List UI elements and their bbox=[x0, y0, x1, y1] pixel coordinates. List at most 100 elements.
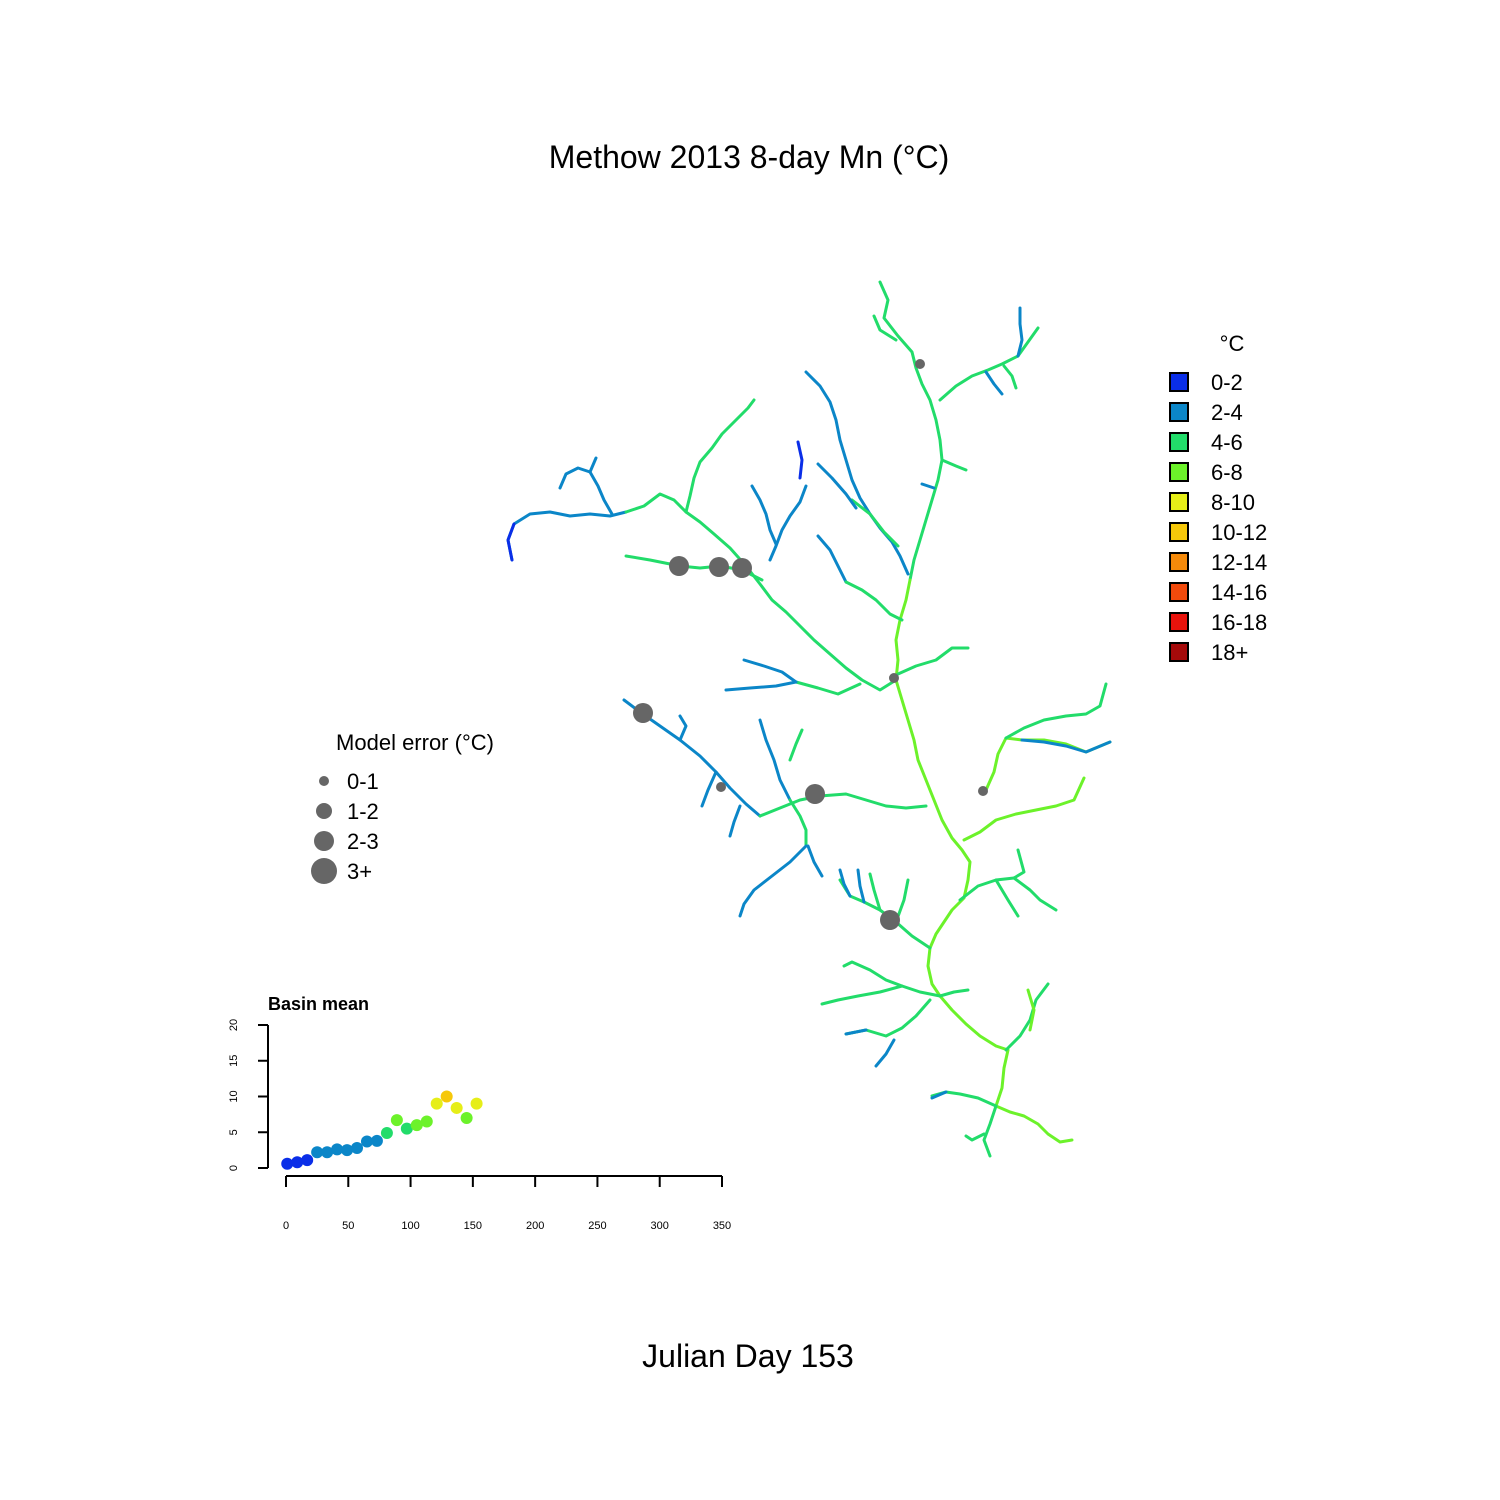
legend-label-8-10: 8-10 bbox=[1211, 490, 1255, 515]
legend-swatch-18+ bbox=[1169, 642, 1189, 662]
x-tick-label-200: 200 bbox=[526, 1220, 544, 1232]
y-tick-label-5: 5 bbox=[228, 1129, 240, 1135]
x-tick-label-100: 100 bbox=[401, 1220, 419, 1232]
trib-south-2 bbox=[982, 1104, 998, 1158]
basin-mean-point-9 bbox=[360, 1135, 373, 1148]
trib-nw-dark bbox=[796, 440, 804, 480]
basin-mean-point-19 bbox=[460, 1111, 473, 1124]
x-tick-label-300: 300 bbox=[651, 1220, 669, 1232]
error-legend-marker-2-3 bbox=[314, 831, 334, 851]
error-legend-marker-0-1 bbox=[319, 776, 329, 786]
trib-west-hook-2 bbox=[588, 470, 614, 516]
error-site-7 bbox=[716, 782, 726, 792]
trib-twisp-b5 bbox=[788, 798, 808, 848]
y-tick-label-10: 10 bbox=[228, 1090, 240, 1102]
trib-sw-4 bbox=[856, 868, 866, 904]
legend-label-2-4: 2-4 bbox=[1211, 400, 1243, 425]
legend-label-6-8: 6-8 bbox=[1211, 460, 1243, 485]
main-stem-upper bbox=[878, 280, 944, 582]
error-site-2 bbox=[669, 556, 689, 576]
trib-ne-side bbox=[1002, 364, 1018, 390]
trib-n-blue bbox=[920, 482, 936, 490]
basin-mean-point-10 bbox=[370, 1134, 383, 1147]
x-tick-label-250: 250 bbox=[588, 1220, 606, 1232]
trib-east-7 bbox=[1004, 982, 1050, 1052]
basin-mean-point-4 bbox=[311, 1146, 324, 1159]
basin-mean-point-11 bbox=[380, 1126, 393, 1139]
trib-sw-1-blue bbox=[838, 868, 852, 898]
trib-east-8 bbox=[1026, 988, 1036, 1032]
legend-label-12-14: 12-14 bbox=[1211, 550, 1267, 575]
basin-mean-point-5 bbox=[321, 1146, 334, 1159]
trib-twisp-b7 bbox=[788, 728, 804, 762]
trib-east-2 bbox=[1004, 682, 1108, 740]
error-site-9 bbox=[978, 786, 988, 796]
basin-mean-point-20 bbox=[470, 1097, 483, 1110]
basin-mean-point-14 bbox=[410, 1119, 423, 1132]
error-site-6 bbox=[633, 703, 653, 723]
basin-mean-point-8 bbox=[351, 1141, 364, 1154]
temperature-legend-title: °C bbox=[1220, 331, 1245, 356]
trib-far-west-dark bbox=[506, 522, 516, 562]
basin-mean-point-3 bbox=[301, 1154, 314, 1167]
basin-mean-point-7 bbox=[341, 1144, 354, 1157]
basin-mean-point-12 bbox=[390, 1114, 403, 1127]
legend-swatch-10-12 bbox=[1169, 522, 1189, 542]
model-error-legend-title: Model error (°C) bbox=[336, 730, 494, 755]
julian-day-label: Julian Day 153 bbox=[642, 1338, 854, 1374]
trib-east-5 bbox=[1012, 876, 1058, 912]
trib-sw-6 bbox=[820, 984, 904, 1006]
trib-twisp-b6 bbox=[738, 844, 808, 918]
y-tick-label-20: 20 bbox=[228, 1019, 240, 1031]
main-stem-lower bbox=[938, 994, 1074, 1144]
temperature-legend: °C 0-2 2-4 4-6 6-8 8-10 10-12 12-14 14-16 16-18 1… bbox=[1169, 331, 1267, 665]
legend-label-14-16: 14-16 bbox=[1211, 580, 1267, 605]
trib-ne-upper bbox=[938, 326, 1040, 402]
trib-mid-green-5 bbox=[794, 680, 862, 696]
error-legend-marker-1-2 bbox=[316, 803, 332, 819]
error-sites bbox=[633, 359, 988, 930]
error-legend-label-3+: 3+ bbox=[347, 859, 372, 884]
legend-label-16-18: 16-18 bbox=[1211, 610, 1267, 635]
trib-nw-branch bbox=[816, 462, 858, 510]
legend-label-18+: 18+ bbox=[1211, 640, 1248, 665]
legend-label-4-6: 4-6 bbox=[1211, 430, 1243, 455]
legend-label-10-12: 10-12 bbox=[1211, 520, 1267, 545]
trib-twisp-b2 bbox=[700, 770, 718, 808]
trib-northwest-green bbox=[850, 498, 900, 548]
trib-west-hook bbox=[558, 456, 598, 490]
error-site-4 bbox=[732, 558, 752, 578]
basin-mean-point-1 bbox=[281, 1157, 294, 1170]
trib-mid-blue-1 bbox=[750, 484, 778, 546]
trib-n-side bbox=[872, 314, 898, 342]
basin-mean-point-6 bbox=[331, 1143, 344, 1156]
trib-sw-3 bbox=[894, 878, 910, 924]
trib-east-1-blue bbox=[1020, 738, 1112, 754]
trib-sw-8 bbox=[874, 1038, 896, 1068]
legend-swatch-4-6 bbox=[1169, 432, 1189, 452]
legend-swatch-6-8 bbox=[1169, 462, 1189, 482]
basin-mean-point-13 bbox=[400, 1122, 413, 1135]
trib-sw-2 bbox=[868, 872, 882, 912]
y-tick-label-0: 0 bbox=[228, 1165, 240, 1171]
trib-ne-blue bbox=[1016, 306, 1024, 358]
trib-east-6 bbox=[994, 878, 1020, 918]
trib-sw-5 bbox=[842, 960, 942, 998]
x-tick-label-0: 0 bbox=[283, 1220, 289, 1232]
trib-north-green bbox=[684, 398, 756, 514]
error-site-8 bbox=[805, 784, 825, 804]
y-tick-label-15: 15 bbox=[228, 1055, 240, 1067]
trib-east-4 bbox=[958, 848, 1026, 902]
legend-swatch-0-2 bbox=[1169, 372, 1189, 392]
trib-twisp-b4 bbox=[758, 718, 792, 802]
basin-mean-point-16 bbox=[430, 1097, 443, 1110]
error-site-1 bbox=[915, 359, 925, 369]
basin-mean-title: Basin mean bbox=[268, 994, 369, 1014]
figure-title: Methow 2013 8-day Mn (°C) bbox=[549, 139, 950, 175]
error-legend-label-0-1: 0-1 bbox=[347, 769, 379, 794]
legend-swatch-2-4 bbox=[1169, 402, 1189, 422]
trib-mid-green-4 bbox=[844, 580, 904, 622]
legend-swatch-8-10 bbox=[1169, 492, 1189, 512]
error-legend-label-1-2: 1-2 bbox=[347, 799, 379, 824]
basin-mean-point-15 bbox=[420, 1115, 433, 1128]
